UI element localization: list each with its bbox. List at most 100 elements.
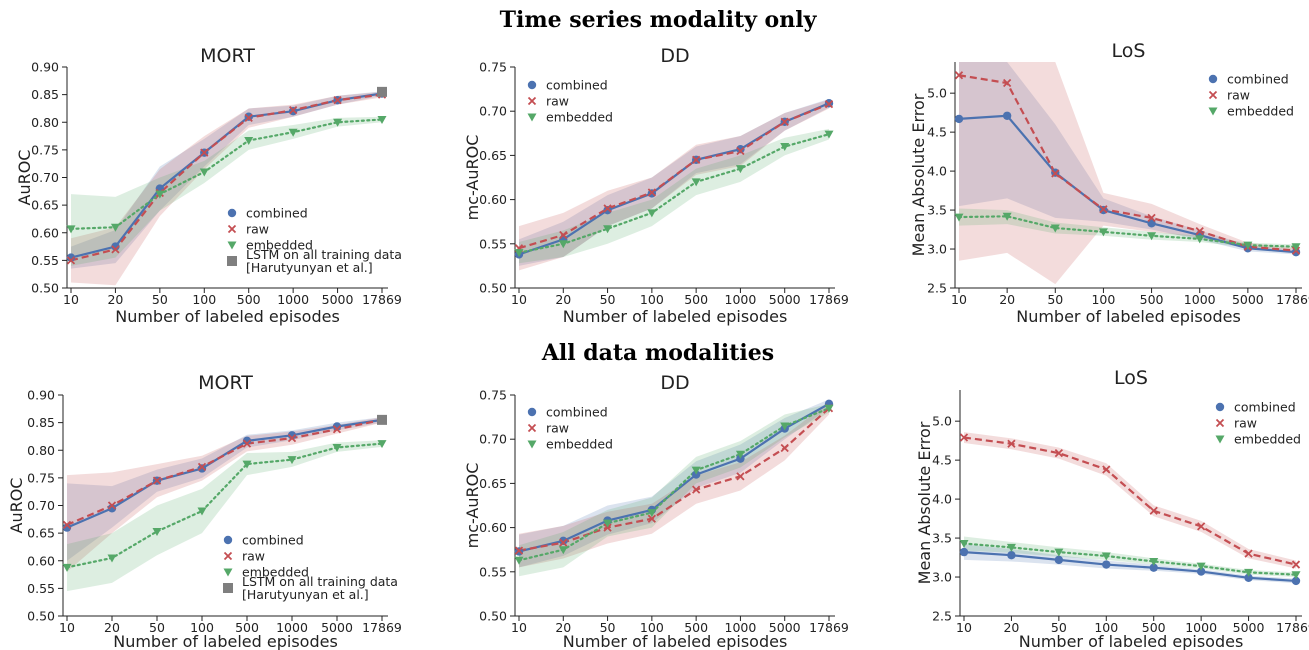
point-embedded xyxy=(332,443,342,452)
point-embedded xyxy=(780,143,790,152)
point-combined xyxy=(559,536,568,546)
x-tick-label: 5000 xyxy=(1233,620,1265,635)
x-tick-label: 10 xyxy=(511,292,527,307)
y-tick-label: 0.75 xyxy=(27,470,55,485)
y-tick-label: 0.70 xyxy=(27,498,55,513)
chart-title: DD xyxy=(660,45,689,67)
point-combined xyxy=(1149,563,1158,572)
point-raw xyxy=(1147,213,1156,222)
point-embedded xyxy=(1054,548,1064,557)
legend-marker xyxy=(1215,418,1225,428)
point-combined xyxy=(959,547,969,557)
y-tick-label: 3.5 xyxy=(927,203,947,218)
point-embedded xyxy=(1101,552,1111,561)
y-tick-label: 0.65 xyxy=(27,526,55,541)
point-raw xyxy=(736,146,745,156)
x-tick-label: 100 xyxy=(640,292,664,307)
x-tick-label: 20 xyxy=(555,292,571,307)
x-axis-label: Number of labeled episodes xyxy=(1019,632,1244,650)
point-raw xyxy=(603,204,612,213)
point-raw xyxy=(559,538,568,547)
x-tick-label: 500 xyxy=(1140,292,1164,307)
point-raw xyxy=(287,433,297,443)
x-tick-label: 10 xyxy=(511,620,527,635)
point-raw xyxy=(1099,205,1108,214)
x-tick-label: 10 xyxy=(951,292,967,307)
point-combined xyxy=(1291,247,1301,257)
point-embedded xyxy=(244,136,254,145)
legend-marker xyxy=(227,208,237,218)
x-tick-label: 100 xyxy=(1094,620,1118,635)
point-raw xyxy=(107,501,117,510)
y-tick-label: 3.0 xyxy=(927,242,947,257)
legend-marker xyxy=(527,113,537,122)
point-embedded xyxy=(558,546,568,555)
plot-area xyxy=(962,432,1298,584)
y-tick-label: 0.75 xyxy=(31,142,59,157)
point-raw xyxy=(1102,465,1111,474)
x-tick-label: 17869 xyxy=(362,292,402,307)
point-embedded xyxy=(1002,212,1012,221)
legend-marker xyxy=(223,551,233,561)
chart-title: MORT xyxy=(200,45,255,67)
point-combined xyxy=(1244,573,1253,583)
x-tick-label: 20 xyxy=(104,620,120,635)
x-tick-label: 50 xyxy=(1051,620,1067,635)
y-tick-label: 0.65 xyxy=(479,148,507,163)
point-raw xyxy=(692,485,701,494)
x-tick-label: 17869 xyxy=(362,620,402,635)
point-combined xyxy=(287,431,297,440)
y-tick-label: 0.70 xyxy=(479,432,507,447)
chart-panel-5: DD 0.50 0.55 0.60 0.65 0.70 0.75 10 20 50 100 500 10… xyxy=(463,372,849,650)
chart-panel-4: MORT 0.50 0.55 0.60 0.65 0.70 0.75 0.80 0.85 0.90… xyxy=(7,372,402,650)
point-raw xyxy=(1195,226,1204,236)
x-axis-label: Number of labeled episodes xyxy=(115,307,340,326)
chart-title: MORT xyxy=(198,372,253,394)
x-tick-label: 20 xyxy=(1003,620,1019,635)
x-tick-label: 5000 xyxy=(1232,292,1264,307)
x-tick-label: 20 xyxy=(999,292,1015,307)
point-embedded xyxy=(199,168,209,177)
point-embedded xyxy=(691,178,701,187)
point-raw xyxy=(1003,78,1012,88)
x-tick-label: 500 xyxy=(237,292,261,307)
point-raw xyxy=(242,439,252,448)
legend-marker xyxy=(527,423,537,433)
line-embedded xyxy=(517,407,831,562)
point-combined xyxy=(66,253,76,262)
point-embedded xyxy=(1149,557,1159,566)
plot-area xyxy=(517,98,831,271)
point-raw xyxy=(1197,522,1206,531)
point-embedded xyxy=(558,240,568,249)
legend-label: embedded xyxy=(546,437,613,452)
point-raw xyxy=(200,148,209,157)
x-tick-label: 5000 xyxy=(769,620,801,635)
y-tick-label: 0.55 xyxy=(479,564,507,579)
point-raw xyxy=(647,514,656,523)
x-tick-label: 50 xyxy=(149,620,165,635)
band-combined xyxy=(959,62,1296,255)
point-raw xyxy=(333,96,342,105)
point-embedded xyxy=(735,165,745,174)
section-title-bottom: All data modalities xyxy=(541,340,774,366)
y-tick-label: 0.75 xyxy=(479,388,507,403)
point-embedded xyxy=(107,554,117,563)
y-tick-label: 0.50 xyxy=(31,281,59,296)
x-tick-label: 20 xyxy=(107,292,123,307)
y-tick-label: 0.85 xyxy=(27,415,55,430)
legend-marker xyxy=(527,440,537,449)
plot-area xyxy=(517,399,831,577)
band-raw xyxy=(959,62,1296,285)
line-raw xyxy=(518,407,830,552)
chart-panel-2: DD 0.50 0.55 0.60 0.65 0.70 0.75 10 20 50 100 500 10… xyxy=(463,45,849,326)
point-raw xyxy=(647,188,656,197)
point-combined xyxy=(1007,551,1016,560)
y-tick-label: 5.0 xyxy=(927,86,947,101)
legend-label: embedded xyxy=(1234,432,1301,447)
band-combined xyxy=(519,98,829,266)
y-tick-label: 3.5 xyxy=(932,531,952,546)
